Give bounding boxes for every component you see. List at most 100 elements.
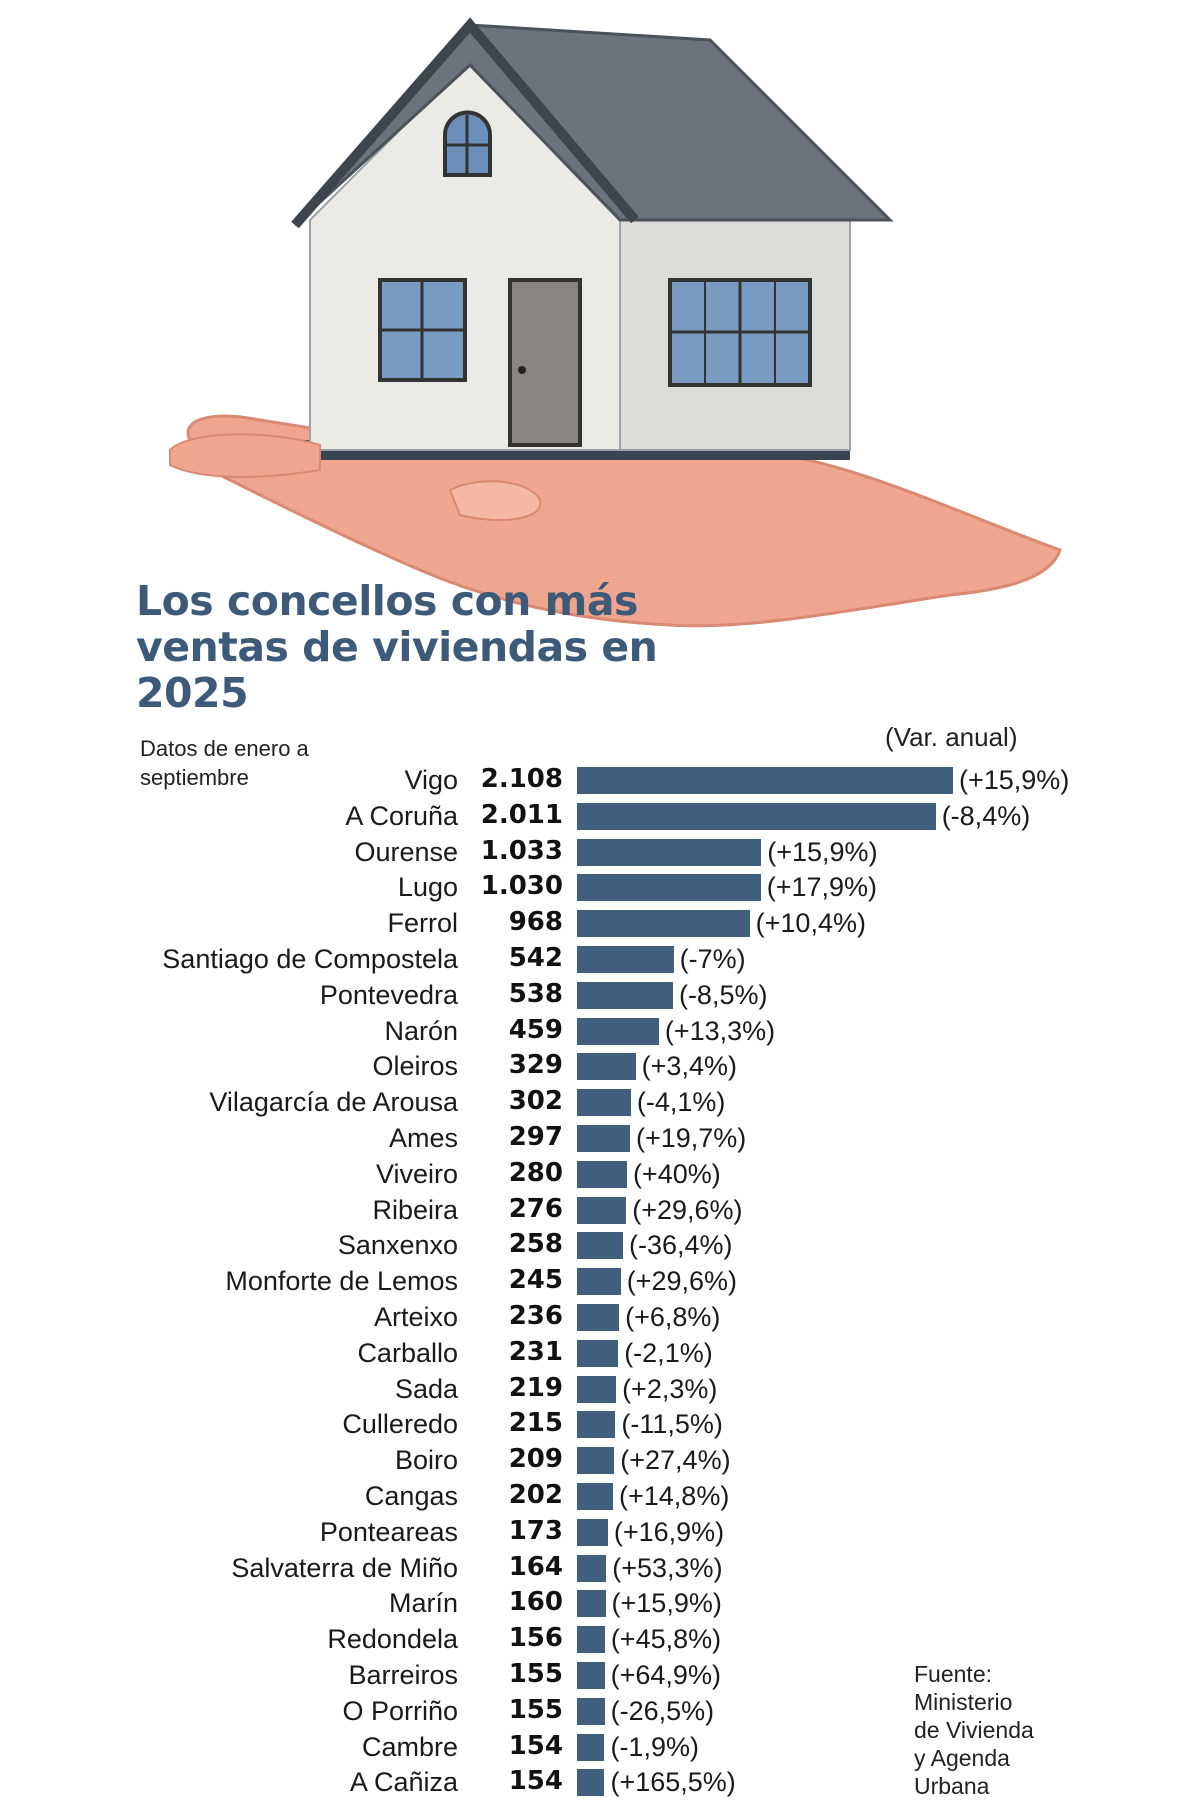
annual-change-label: (+14,8%) <box>619 1481 730 1511</box>
window-icon <box>443 110 492 177</box>
bar <box>577 1626 605 1654</box>
annual-change-label: (+15,9%) <box>611 1588 722 1619</box>
bar-row: Redondela 156 (+45,8%) <box>0 1621 1200 1657</box>
annual-change-label: (+10,4%) <box>755 908 866 939</box>
bar-row: Carballo 231 (-2,1%) <box>0 1335 1200 1371</box>
category-label: Carballo <box>357 1337 458 1368</box>
category-label: Vilagarcía de Arousa <box>209 1087 458 1118</box>
annual-change-label: (-8,4%) <box>941 800 1031 831</box>
bar-row: Ourense 1.033 (+15,9%) <box>0 834 1200 870</box>
category-label: Ames <box>388 1123 458 1153</box>
value-label: 297 <box>508 1122 563 1152</box>
bar <box>577 1375 617 1403</box>
category-label: Marín <box>388 1588 458 1619</box>
bar-row: Ribeira 276 (+29,6%) <box>0 1192 1200 1228</box>
window-icon <box>668 278 812 387</box>
annual-change-label: (+40%) <box>632 1158 721 1189</box>
bar <box>577 1590 606 1618</box>
category-label: Ribeira <box>372 1194 458 1225</box>
category-label: Boiro <box>394 1445 458 1476</box>
source-line: de Vivienda <box>914 1717 1034 1743</box>
annual-change-label: (+165,5%) <box>610 1767 736 1798</box>
bar <box>577 1769 605 1797</box>
value-label: 459 <box>508 1014 563 1045</box>
source-note: Fuente: Ministerio de Vivienda y Agenda … <box>914 1660 1034 1800</box>
category-label: Monforte de Lemos <box>225 1266 458 1297</box>
bar-row: Barreiros 155 (+64,9%) <box>0 1657 1200 1693</box>
annual-change-label: (-8,5%) <box>678 979 768 1010</box>
category-label: Arteixo <box>373 1302 458 1332</box>
bar <box>577 1411 616 1439</box>
category-label: O Porriño <box>342 1695 458 1726</box>
annual-change-label: (-36,4%) <box>629 1230 733 1261</box>
bar <box>577 910 750 938</box>
fingers-shape <box>169 433 321 478</box>
bar-row: Narón 459 (+13,3%) <box>0 1013 1200 1049</box>
value-label: 219 <box>508 1372 563 1403</box>
bar <box>577 1196 627 1224</box>
annual-change-label: (+15,9%) <box>767 836 878 867</box>
bar-row: Marín 160 (+15,9%) <box>0 1585 1200 1621</box>
annual-change-label: (-2,1%) <box>624 1337 713 1368</box>
house-on-hand-illustration <box>169 17 1062 628</box>
annual-change-label: (+27,4%) <box>620 1445 731 1476</box>
source-line: y Agenda <box>914 1745 1010 1771</box>
category-label: Narón <box>384 1015 458 1046</box>
value-label: 276 <box>508 1193 563 1224</box>
category-label: Santiago de Compostela <box>162 944 458 974</box>
value-label: 160 <box>508 1587 563 1618</box>
bar-row: O Porriño 155 (-26,5%) <box>0 1693 1200 1729</box>
value-label: 968 <box>508 907 563 938</box>
annual-change-label: (-26,5%) <box>610 1695 715 1726</box>
bar-row: Vilagarcía de Arousa 302 (-4,1%) <box>0 1084 1200 1120</box>
category-label: Sanxenxo <box>337 1230 458 1261</box>
bar <box>577 981 673 1009</box>
annual-change-label: (+3,4%) <box>641 1051 737 1082</box>
door-icon <box>508 278 582 447</box>
category-label: A Cañiza <box>349 1767 458 1798</box>
bar <box>577 1125 630 1152</box>
bar <box>577 1697 605 1725</box>
category-label: Lugo <box>397 872 458 903</box>
source-line: Ministerio <box>914 1689 1013 1715</box>
bar-row: Sada 219 (+2,3%) <box>0 1371 1200 1407</box>
bar-row: Oleiros 329 (+3,4%) <box>0 1048 1200 1084</box>
category-label: Oleiros <box>372 1051 458 1082</box>
bar-row: A Coruña 2.011 (-8,4%) <box>0 798 1200 834</box>
category-label: A Coruña <box>345 800 458 831</box>
category-label: Redondela <box>327 1624 458 1655</box>
category-label: Salvaterra de Miño <box>231 1552 458 1583</box>
value-label: 329 <box>508 1050 563 1081</box>
bar <box>577 1447 615 1475</box>
bar-row: Ponteareas 173 (+16,9%) <box>0 1514 1200 1550</box>
bar <box>577 946 674 973</box>
category-label: Culleredo <box>342 1409 458 1440</box>
var-annual-header: (Var. anual) <box>885 722 1018 752</box>
bar-row: Vigo 2.108 (+15,9%) <box>0 762 1200 798</box>
window-icon <box>378 278 467 382</box>
value-label: 154 <box>508 1730 563 1761</box>
bar <box>577 1160 627 1188</box>
bar <box>577 1089 631 1117</box>
chart-title: Los concellos con más ventas de vivienda… <box>136 577 658 717</box>
annual-change-label: (+64,9%) <box>610 1660 721 1690</box>
value-label: 2.011 <box>480 799 563 830</box>
value-label: 245 <box>508 1265 563 1296</box>
annual-change-label: (-4,1%) <box>636 1087 726 1118</box>
bar-row: Pontevedra 538 (-8,5%) <box>0 977 1200 1013</box>
annual-change-label: (-7%) <box>679 944 746 974</box>
bar-row: Lugo 1.030 (+17,9%) <box>0 869 1200 905</box>
chart-subtitle: Datos de enero a septiembre <box>140 736 309 790</box>
bar-row: Santiago de Compostela 542 (-7%) <box>0 941 1200 977</box>
bar-row: Arteixo 236 (+6,8%) <box>0 1299 1200 1335</box>
annual-change-label: (+13,3%) <box>664 1015 776 1046</box>
thumb-shape <box>448 480 542 521</box>
bar <box>577 874 761 902</box>
value-label: 215 <box>508 1408 563 1439</box>
bar-row: Sanxenxo 258 (-36,4%) <box>0 1227 1200 1263</box>
bar <box>577 802 936 830</box>
value-label: 173 <box>508 1515 563 1546</box>
bar <box>577 1733 605 1761</box>
category-label: Barreiros <box>348 1660 458 1690</box>
value-label: 155 <box>508 1694 563 1725</box>
